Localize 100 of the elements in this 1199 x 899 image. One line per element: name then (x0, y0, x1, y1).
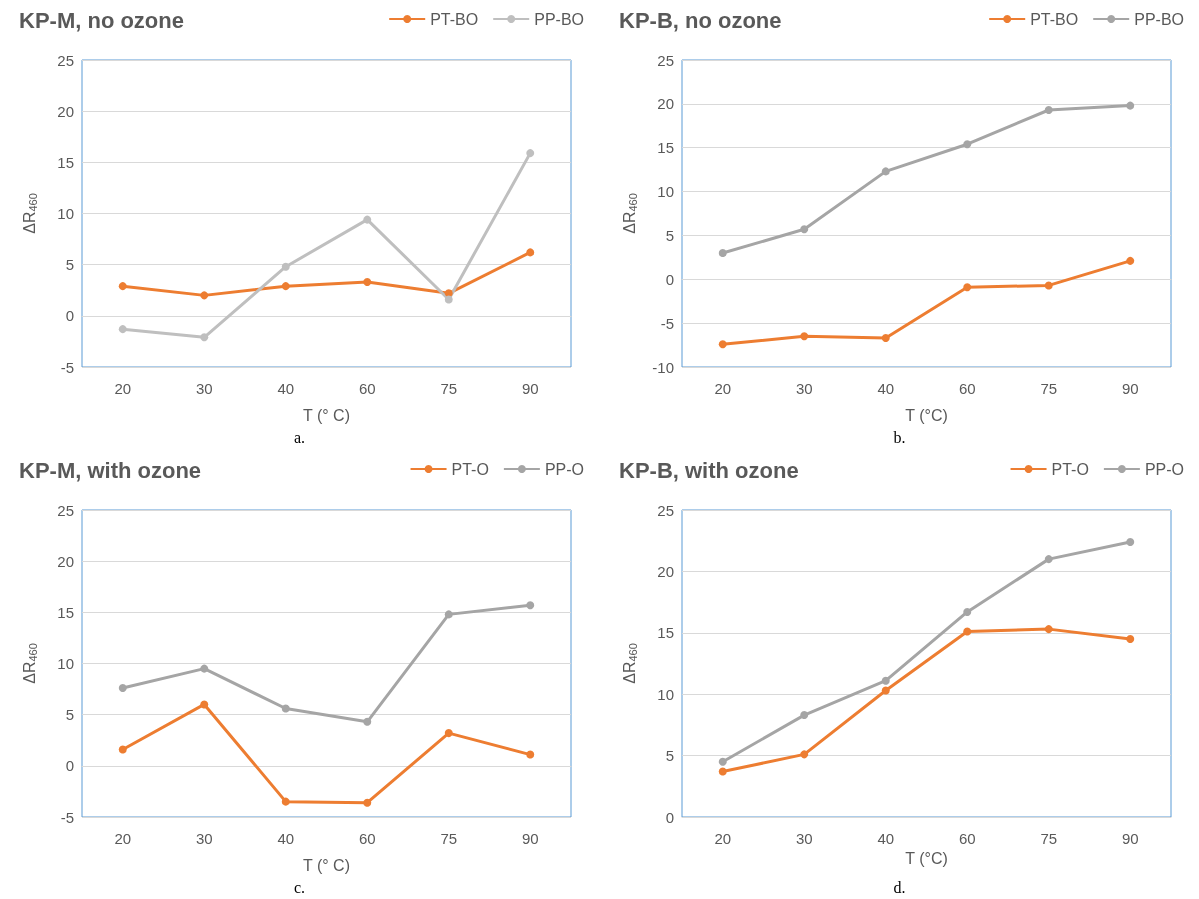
point (963, 607, 972, 616)
x-tick-label: 60 (958, 830, 976, 847)
y-tick-label: 25 (657, 51, 674, 69)
point (444, 295, 453, 304)
text: a. (293, 428, 306, 446)
y-tick-label: 20 (57, 552, 74, 570)
x-axis-title: T (°C) (905, 850, 948, 868)
y-tick-label: 25 (657, 501, 674, 519)
point (1126, 537, 1135, 546)
point (800, 332, 809, 341)
x-tick-label: 40 (877, 830, 895, 847)
chart-title: KP-M, with ozone (19, 457, 202, 483)
point (363, 215, 372, 224)
point (281, 704, 290, 713)
y-tick-label: -5 (60, 358, 74, 376)
legend-label: PT-O (451, 460, 489, 478)
point (963, 627, 972, 636)
point (1126, 256, 1135, 265)
y-tick-label: 20 (657, 95, 674, 113)
point (881, 167, 890, 176)
point (800, 711, 809, 720)
x-tick-label: 40 (277, 830, 295, 847)
point (118, 745, 127, 754)
x-tick-label: 60 (958, 380, 976, 397)
x-tick-label: 90 (1121, 830, 1139, 847)
point (800, 225, 809, 234)
x-tick-label: 40 (277, 380, 295, 397)
x-tick-label: 30 (195, 830, 213, 847)
y-tick-label: 20 (57, 102, 74, 120)
y-tick-label: 15 (657, 624, 674, 642)
point (118, 684, 127, 693)
y-tick-label: 5 (65, 706, 74, 724)
y-tick-label: 25 (57, 51, 74, 69)
point (718, 757, 727, 766)
y-tick-label: 10 (57, 205, 74, 222)
legend-label: PT-O (1051, 460, 1089, 478)
legend-label: PP-O (1144, 460, 1185, 478)
text: b. (893, 428, 906, 446)
point (363, 798, 372, 807)
point (963, 283, 972, 292)
y-tick-label: 15 (57, 603, 74, 621)
point (718, 340, 727, 349)
y-tick-label: -5 (660, 314, 674, 332)
text: c. (293, 878, 306, 896)
legend-label: PP-O (544, 460, 585, 478)
point (881, 686, 890, 695)
legend-label: PP-BO (1134, 10, 1185, 28)
chart-title: KP-M, no ozone (19, 7, 184, 33)
x-tick-label: 75 (440, 830, 458, 847)
y-tick-label: 5 (665, 747, 674, 765)
point (1044, 281, 1053, 290)
point (118, 325, 127, 334)
x-axis-title: T (° C) (303, 406, 350, 424)
point (444, 729, 453, 738)
point (200, 333, 209, 342)
y-tick-label: 0 (665, 270, 674, 288)
point (526, 750, 535, 759)
point (200, 664, 209, 673)
legend-label: PP-BO (534, 10, 585, 28)
x-tick-label: 40 (877, 380, 895, 397)
x-axis-title: T (°C) (905, 406, 948, 424)
x-tick-label: 90 (521, 830, 539, 847)
point (881, 676, 890, 685)
x-tick-label: 30 (795, 830, 813, 847)
y-tick-label: 10 (657, 183, 674, 201)
point (526, 248, 535, 257)
point (1044, 625, 1053, 634)
point (526, 601, 535, 610)
point (1044, 106, 1053, 114)
x-tick-label: 20 (714, 830, 732, 847)
y-tick-label: 0 (65, 307, 74, 325)
x-tick-label: 75 (1040, 380, 1058, 397)
point (281, 797, 290, 806)
point (1044, 555, 1053, 564)
point (363, 278, 372, 287)
x-tick-label: 75 (1040, 830, 1058, 847)
x-axis-title: T (° C) (303, 856, 350, 874)
y-tick-label: 10 (57, 655, 74, 672)
point (1126, 101, 1135, 110)
y-tick-label: 10 (657, 685, 674, 703)
point (800, 750, 809, 759)
y-tick-label: -5 (60, 808, 74, 826)
point (118, 282, 127, 291)
point (718, 248, 727, 257)
point (444, 610, 453, 619)
legend-label: PT-BO (430, 10, 479, 28)
point (718, 767, 727, 776)
y-tick-label: 0 (665, 808, 674, 826)
point (881, 334, 890, 343)
x-tick-label: 30 (195, 380, 213, 397)
x-tick-label: 75 (440, 380, 458, 397)
x-tick-label: 30 (795, 380, 813, 397)
x-tick-label: 90 (521, 380, 539, 397)
point (200, 700, 209, 709)
point (526, 149, 535, 158)
y-tick-label: 20 (657, 562, 674, 580)
point (281, 262, 290, 271)
y-tick-label: 15 (57, 153, 74, 171)
y-tick-label: 5 (65, 256, 74, 274)
x-tick-label: 60 (358, 830, 376, 847)
